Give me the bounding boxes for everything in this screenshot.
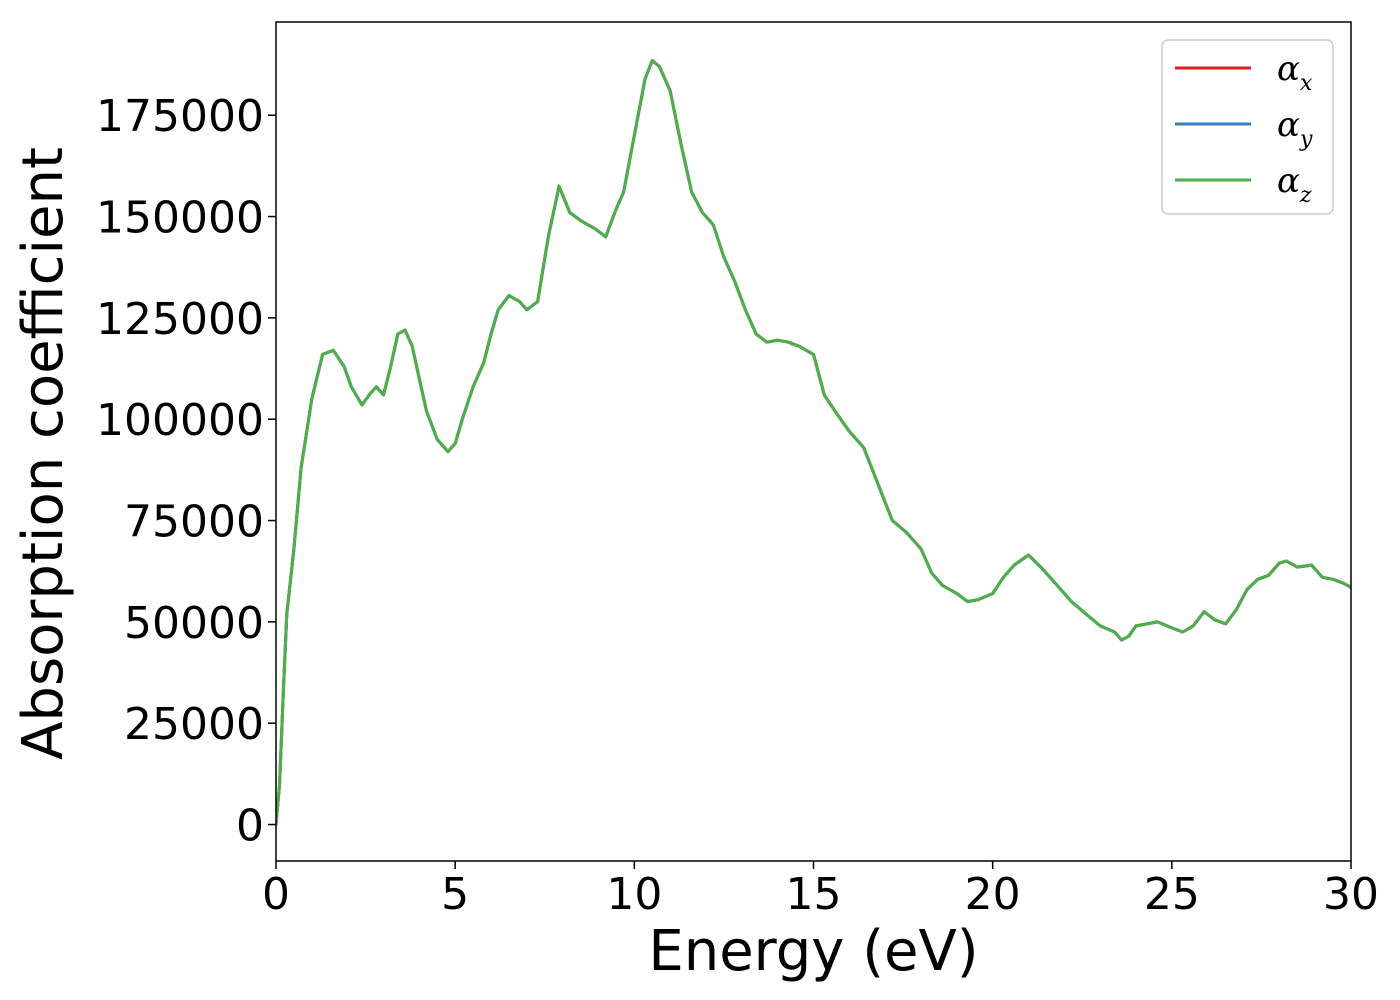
y-tick-label: 125000 <box>96 294 264 345</box>
x-tick-label: 15 <box>786 869 842 920</box>
legend-label-z: αz <box>1277 161 1312 208</box>
series-layer <box>276 59 1351 826</box>
x-tick-label: 25 <box>1144 869 1200 920</box>
y-axis-title: Absorption coefficient <box>11 147 76 760</box>
x-tick-label: 5 <box>441 869 469 920</box>
x-tick-label: 30 <box>1323 869 1379 920</box>
y-axis: 0 25000 50000 75000 100000 125000 150000 175000 <box>96 91 276 852</box>
legend-label-x: αx <box>1277 49 1313 96</box>
x-tick-label: 0 <box>262 869 290 920</box>
y-tick-label: 100000 <box>96 395 264 446</box>
y-tick-label: 150000 <box>96 193 264 244</box>
x-axis-title: Energy (eV) <box>648 919 978 984</box>
x-tick-label: 10 <box>606 869 662 920</box>
legend-box <box>1161 39 1334 215</box>
y-tick-label: 50000 <box>124 598 264 649</box>
series-line-z <box>276 59 1351 826</box>
y-tick-label: 75000 <box>124 497 264 548</box>
y-tick-label: 0 <box>236 801 264 852</box>
legend: αx αy αz <box>1161 39 1334 215</box>
x-axis: 0 5 10 15 20 25 30 <box>262 861 1379 920</box>
y-tick-label: 175000 <box>96 91 264 142</box>
y-tick-label: 25000 <box>124 699 264 750</box>
legend-label-y: αy <box>1277 105 1313 152</box>
x-tick-label: 20 <box>965 869 1021 920</box>
